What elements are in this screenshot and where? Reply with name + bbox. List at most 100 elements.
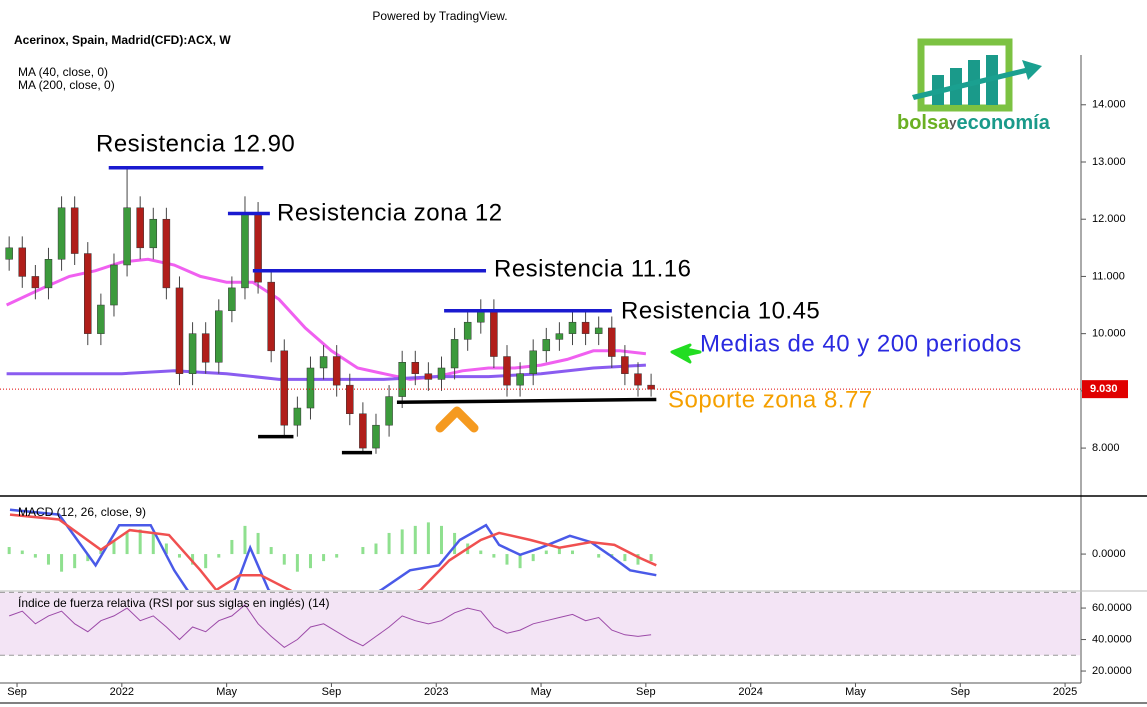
- green-arrow: [670, 343, 702, 364]
- histogram-bar: [269, 547, 273, 555]
- orange-caret: [435, 406, 479, 433]
- histogram-bar: [649, 554, 653, 562]
- logo-part: economía: [956, 112, 1050, 134]
- histogram-bar: [204, 554, 208, 569]
- moving-average: [5, 257, 647, 381]
- candle-body: [516, 373, 524, 386]
- histogram-bar: [60, 554, 64, 572]
- candle-body: [31, 276, 40, 289]
- annotation: Soporte zona 8.77: [668, 386, 873, 413]
- candle-body: [97, 304, 105, 334]
- level-line: [396, 397, 657, 405]
- candle-body: [647, 384, 655, 390]
- annotation: Resistencia zona 12: [277, 199, 503, 226]
- histogram-bar: [557, 547, 561, 555]
- candle-body: [228, 287, 236, 312]
- x-tick-label: May: [216, 686, 237, 698]
- y-tick-label: 12.000: [1092, 213, 1126, 225]
- annotation: Resistencia 11.16: [494, 255, 692, 282]
- candle-body: [188, 333, 197, 374]
- candle-body: [280, 350, 289, 426]
- y-tick-label: 0.0000: [1092, 548, 1126, 560]
- x-tick-label: May: [531, 686, 552, 698]
- candle-body: [634, 373, 642, 386]
- y-tick-label: 14.000: [1092, 99, 1126, 111]
- candle-body: [241, 213, 249, 289]
- last-price-box: [1082, 380, 1128, 399]
- logo: bolsayeconomía: [897, 38, 1051, 134]
- legend-entry: MA (40, close, 0): [18, 65, 108, 79]
- macd-line: [9, 513, 657, 590]
- candle-body: [319, 356, 328, 369]
- annotation: Resistencia 10.45: [621, 297, 820, 324]
- candle-body: [123, 207, 131, 266]
- pane-label: MACD (12, 26, close, 9): [18, 505, 146, 519]
- histogram-bar: [33, 554, 37, 558]
- candle-body: [490, 310, 498, 357]
- histogram-bar: [256, 532, 260, 555]
- candle-body: [398, 362, 406, 397]
- y-tick-label: 13.000: [1092, 156, 1126, 168]
- candle-body: [568, 321, 577, 334]
- histogram-bar: [46, 554, 50, 565]
- histogram-bar: [374, 543, 378, 555]
- histogram-bar: [177, 554, 181, 558]
- histogram-bar: [164, 543, 168, 555]
- histogram-bar: [426, 522, 430, 555]
- candle-body: [110, 264, 118, 306]
- histogram-bar: [20, 550, 24, 555]
- candle-body: [503, 356, 511, 386]
- histogram-bar: [295, 554, 299, 572]
- histogram-bar: [243, 525, 247, 555]
- histogram-bar: [623, 554, 627, 562]
- logo-part: y: [949, 115, 957, 130]
- histogram-bar: [479, 550, 483, 555]
- histogram-bar: [387, 532, 391, 555]
- candle-body: [424, 373, 433, 380]
- histogram-bar: [400, 529, 404, 555]
- histogram-bar: [308, 554, 312, 569]
- candle-body: [201, 333, 210, 363]
- histogram-bar: [7, 547, 11, 555]
- histogram-bar: [230, 539, 234, 555]
- candle-body: [411, 362, 420, 374]
- candle-body: [44, 259, 53, 289]
- logo-part: bolsa: [897, 112, 950, 134]
- candle-body: [5, 247, 13, 260]
- histogram-bar: [636, 554, 640, 565]
- x-tick-label: 2024: [738, 686, 762, 698]
- candle-body: [542, 339, 551, 352]
- annotation: Medias de 40 y 200 periodos: [700, 330, 1022, 357]
- candle-body: [581, 321, 590, 334]
- candle-body: [175, 287, 184, 374]
- x-tick-label: Sep: [636, 686, 656, 698]
- candle-body: [70, 207, 79, 254]
- histogram-bar: [191, 554, 195, 565]
- annotation: Resistencia 12.90: [96, 130, 295, 157]
- candle-body: [162, 218, 171, 289]
- candle-body: [372, 424, 380, 449]
- candle-body: [84, 253, 92, 334]
- candle-body: [385, 396, 393, 426]
- x-tick-label: Sep: [322, 686, 342, 698]
- candle-body: [18, 247, 27, 277]
- x-tick-label: Sep: [950, 686, 970, 698]
- candle-body: [529, 350, 537, 374]
- histogram-bar: [86, 554, 90, 562]
- histogram-bar: [73, 554, 77, 569]
- y-tick-label: 60.0000: [1092, 602, 1132, 614]
- candle-body: [149, 218, 158, 249]
- candle-body: [332, 356, 341, 386]
- macd-plot: [7, 508, 657, 590]
- histogram-bar: [439, 525, 443, 555]
- histogram-bar: [99, 550, 103, 555]
- x-tick-label: 2025: [1053, 686, 1077, 698]
- rsi-band: [0, 592, 1080, 656]
- candle-body: [359, 413, 367, 449]
- candle-body: [136, 207, 144, 249]
- histogram-bar: [138, 529, 142, 555]
- histogram-bar: [518, 554, 522, 569]
- histogram-bar: [112, 539, 116, 555]
- candle-body: [608, 327, 616, 357]
